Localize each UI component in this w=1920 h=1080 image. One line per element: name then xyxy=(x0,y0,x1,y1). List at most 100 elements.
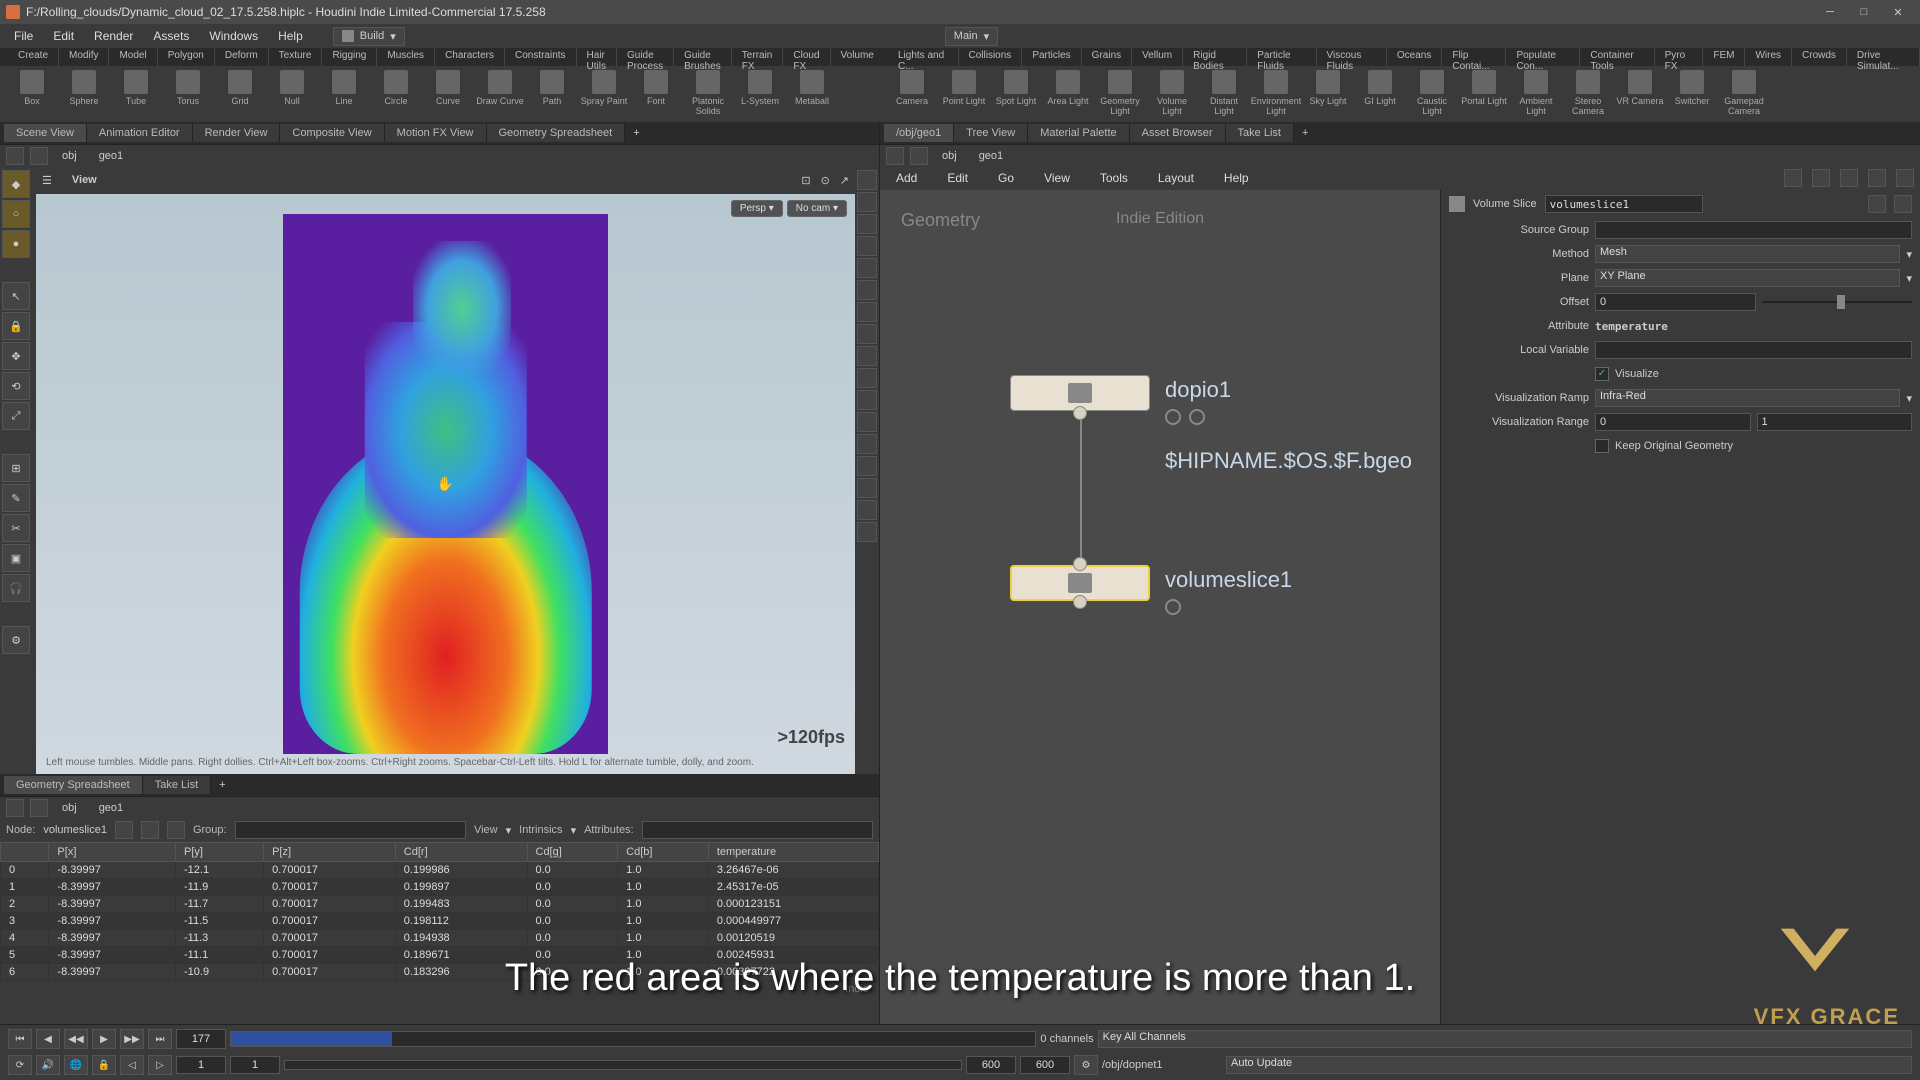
shelf-tool-switcher[interactable]: Switcher xyxy=(1668,70,1716,118)
menu-render[interactable]: Render xyxy=(84,27,143,45)
node-flag-bypass[interactable] xyxy=(1165,409,1181,425)
vpr-shading-icon[interactable] xyxy=(857,192,877,212)
shelf-tool-spot-light[interactable]: Spot Light xyxy=(992,70,1040,118)
vp-tool-move[interactable]: ✥ xyxy=(2,342,30,370)
vp-tool-brush[interactable]: ● xyxy=(2,230,30,258)
vp-tool-gear[interactable]: ⚙ xyxy=(2,626,30,654)
tl-range-end2[interactable] xyxy=(1020,1056,1070,1074)
shelf-tab[interactable]: Drive Simulat... xyxy=(1847,48,1920,66)
shelf-tool-camera[interactable]: Camera xyxy=(888,70,936,118)
tl-play[interactable]: ▶ xyxy=(92,1029,116,1049)
pane-tab[interactable]: Composite View xyxy=(280,124,384,142)
key-all-select[interactable]: Key All Channels xyxy=(1098,1030,1912,1048)
ss-back-button[interactable] xyxy=(6,799,24,817)
ss-path-obj[interactable]: obj xyxy=(54,800,85,816)
vpr-ghost-icon[interactable] xyxy=(857,236,877,256)
param-checkbox[interactable] xyxy=(1595,367,1609,381)
menu-windows[interactable]: Windows xyxy=(199,27,268,45)
vp-tool-snap[interactable]: ⊞ xyxy=(2,454,30,482)
auto-update-select[interactable]: Auto Update xyxy=(1226,1056,1912,1074)
tl-next-key[interactable]: ▷ xyxy=(148,1055,172,1075)
path-fwd-button[interactable] xyxy=(30,147,48,165)
shelf-tool-area-light[interactable]: Area Light xyxy=(1044,70,1092,118)
vpr-env-icon[interactable] xyxy=(857,434,877,454)
shelf-tab[interactable]: FEM xyxy=(1703,48,1745,66)
minimize-button[interactable]: ─ xyxy=(1814,2,1846,22)
param-help-icon[interactable] xyxy=(1894,195,1912,213)
node-output[interactable] xyxy=(1073,406,1087,420)
tl-play-back[interactable]: ◀◀ xyxy=(64,1029,88,1049)
param-input[interactable] xyxy=(1595,221,1912,239)
vpr-material-icon[interactable] xyxy=(857,412,877,432)
table-row[interactable]: 4-8.39997-11.30.7000170.1949380.01.00.00… xyxy=(1,930,879,947)
param-gear-icon[interactable] xyxy=(1868,195,1886,213)
net-menu-edit[interactable]: Edit xyxy=(937,169,978,187)
shelf-tab[interactable]: Cloud FX xyxy=(783,48,830,66)
vpr-camera-icon[interactable] xyxy=(857,302,877,322)
shelf-tab[interactable]: Lights and C... xyxy=(888,48,959,66)
net-tool-grid-icon[interactable] xyxy=(1840,169,1858,187)
group-input[interactable] xyxy=(235,821,466,839)
shelf-tool-point-light[interactable]: Point Light xyxy=(940,70,988,118)
pane-tab-add[interactable]: + xyxy=(1294,125,1316,141)
net-back-button[interactable] xyxy=(886,147,904,165)
shelf-tool-vr-camera[interactable]: VR Camera xyxy=(1616,70,1664,118)
param-select[interactable]: Mesh xyxy=(1595,245,1900,263)
vpr-wireframe-icon[interactable] xyxy=(857,214,877,234)
shelf-tool-line[interactable]: Line xyxy=(320,70,368,118)
tab-add-button[interactable]: + xyxy=(211,777,233,793)
param-input[interactable] xyxy=(1595,341,1912,359)
param-range-min[interactable] xyxy=(1595,413,1751,431)
net-path-geo[interactable]: geo1 xyxy=(971,148,1011,164)
ss-btn-points[interactable] xyxy=(115,821,133,839)
vp-tool-arrow[interactable]: ↖ xyxy=(2,282,30,310)
tl-lock-icon[interactable]: 🔒 xyxy=(92,1055,116,1075)
snapping-icon[interactable]: ⊙ xyxy=(821,174,830,187)
shelf-tool-stereo-camera[interactable]: Stereo Camera xyxy=(1564,70,1612,118)
vpr-quality-icon[interactable] xyxy=(857,500,877,520)
shelf-tab[interactable]: Wires xyxy=(1745,48,1792,66)
shelf-tab[interactable]: Volume xyxy=(831,48,885,66)
tl-global-icon[interactable]: 🌐 xyxy=(64,1055,88,1075)
shelf-tool-path[interactable]: Path xyxy=(528,70,576,118)
path-obj[interactable]: obj xyxy=(54,148,85,164)
vpr-xray-icon[interactable] xyxy=(857,324,877,344)
vp-tool-rotate[interactable]: ⟲ xyxy=(2,372,30,400)
shelf-tab[interactable]: Guide Process xyxy=(617,48,674,66)
pane-tab[interactable]: Tree View xyxy=(954,124,1028,142)
shelf-tab[interactable]: Model xyxy=(109,48,157,66)
ss-fwd-button[interactable] xyxy=(30,799,48,817)
shelf-tab[interactable]: Deform xyxy=(215,48,269,66)
vp-tool-polyextrude[interactable]: ▣ xyxy=(2,544,30,572)
net-tool-search-icon[interactable] xyxy=(1868,169,1886,187)
tl-step-fwd[interactable]: ▶▶ xyxy=(120,1029,144,1049)
pane-tab[interactable]: Motion FX View xyxy=(385,124,487,142)
shelf-tab[interactable]: Viscous Fluids xyxy=(1317,48,1387,66)
pane-tab[interactable]: Material Palette xyxy=(1028,124,1129,142)
shelf-tab[interactable]: Crowds xyxy=(1792,48,1847,66)
shelf-tool-null[interactable]: Null xyxy=(268,70,316,118)
intrinsics-label[interactable]: Intrinsics xyxy=(519,824,562,836)
viewport-menu-icon[interactable]: ☰ xyxy=(42,174,52,187)
net-menu-help[interactable]: Help xyxy=(1214,169,1259,187)
vpr-gamma-icon[interactable] xyxy=(857,346,877,366)
desktop-selector[interactable]: Build ▾ xyxy=(333,27,405,46)
shelf-tab[interactable]: Hair Utils xyxy=(577,48,617,66)
net-menu-view[interactable]: View xyxy=(1034,169,1080,187)
shelf-tool-gamepad-camera[interactable]: Gamepad Camera xyxy=(1720,70,1768,118)
tl-goto-start[interactable]: ⏮ xyxy=(8,1029,32,1049)
shelf-tool-grid[interactable]: Grid xyxy=(216,70,264,118)
shelf-tab[interactable]: Grains xyxy=(1082,48,1132,66)
vpr-ao-icon[interactable] xyxy=(857,478,877,498)
shelf-tool-curve[interactable]: Curve xyxy=(424,70,472,118)
viewport-canvas[interactable]: ✋ Persp ▾ No cam ▾ >120fps Left mouse tu… xyxy=(36,194,855,774)
menu-edit[interactable]: Edit xyxy=(43,27,84,45)
shelf-tab[interactable]: Characters xyxy=(435,48,505,66)
tab-geometry-spreadsheet[interactable]: Geometry Spreadsheet xyxy=(4,776,143,794)
vp-tool-select[interactable]: ◆ xyxy=(2,170,30,198)
node-output[interactable] xyxy=(1073,595,1087,609)
table-header[interactable]: Cd[r] xyxy=(395,843,527,862)
shelf-tab[interactable]: Rigid Bodies xyxy=(1183,48,1247,66)
net-tool-list-icon[interactable] xyxy=(1812,169,1830,187)
shelf-tab[interactable]: Texture xyxy=(269,48,323,66)
